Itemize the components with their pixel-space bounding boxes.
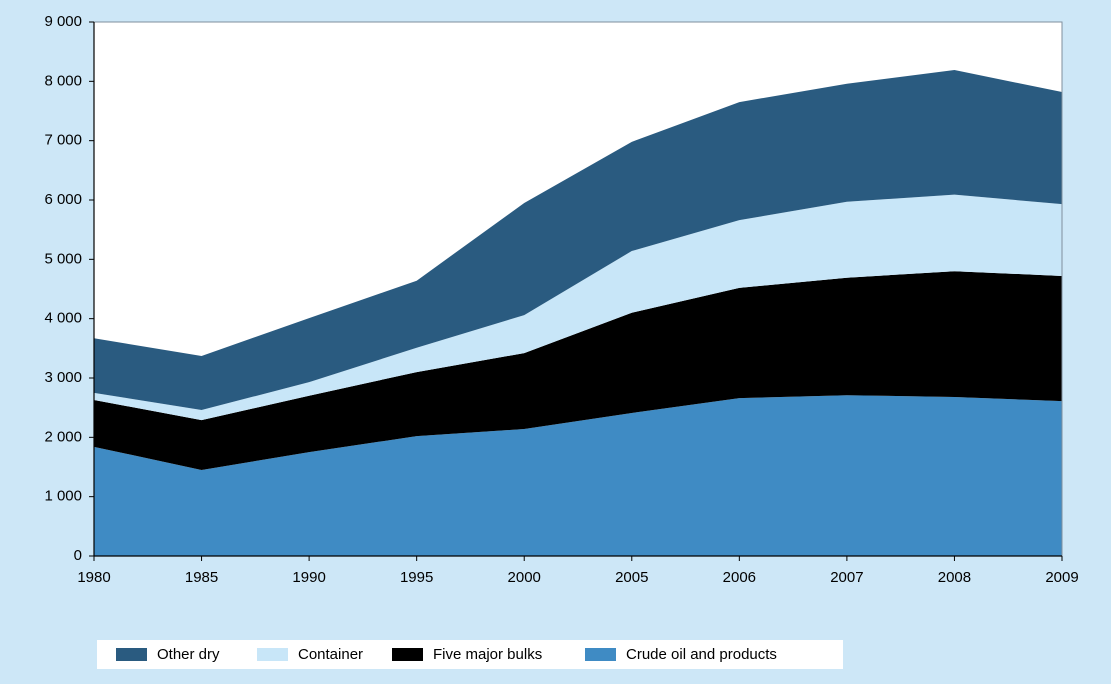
x-tick-label: 2005 — [615, 569, 648, 586]
y-tick-label: 7 000 — [44, 132, 82, 149]
y-tick-label: 3 000 — [44, 369, 82, 386]
area — [94, 194, 1062, 421]
y-tick-label: 4 000 — [44, 310, 82, 327]
legend-label: Other dry — [157, 646, 220, 663]
legend-swatch — [392, 648, 423, 661]
x-tick-label: 2008 — [938, 569, 971, 586]
y-tick-label: 2 000 — [44, 428, 82, 445]
y-tick-label: 5 000 — [44, 250, 82, 267]
area — [94, 271, 1062, 470]
y-tick-label: 6 000 — [44, 191, 82, 208]
legend-label: Five major bulks — [433, 646, 542, 663]
area — [94, 395, 1062, 556]
legend-swatch — [585, 648, 616, 661]
y-tick-label: 1 000 — [44, 488, 82, 505]
x-tick-label: 2000 — [508, 569, 541, 586]
x-tick-label: 2009 — [1045, 569, 1078, 586]
legend-swatch — [116, 648, 147, 661]
area — [94, 70, 1062, 411]
y-tick-label: 9 000 — [44, 13, 82, 30]
x-tick-label: 2007 — [830, 569, 863, 586]
x-tick-label: 1985 — [185, 569, 218, 586]
legend-label: Container — [298, 646, 363, 663]
legend-swatch — [257, 648, 288, 661]
y-tick-label: 8 000 — [44, 72, 82, 89]
x-tick-label: 1980 — [77, 569, 110, 586]
legend-box — [97, 640, 843, 669]
x-tick-label: 1990 — [292, 569, 325, 586]
legend-label: Crude oil and products — [626, 646, 777, 663]
x-tick-label: 2006 — [723, 569, 756, 586]
y-tick-label: 0 — [74, 547, 82, 564]
x-tick-label: 1995 — [400, 569, 433, 586]
